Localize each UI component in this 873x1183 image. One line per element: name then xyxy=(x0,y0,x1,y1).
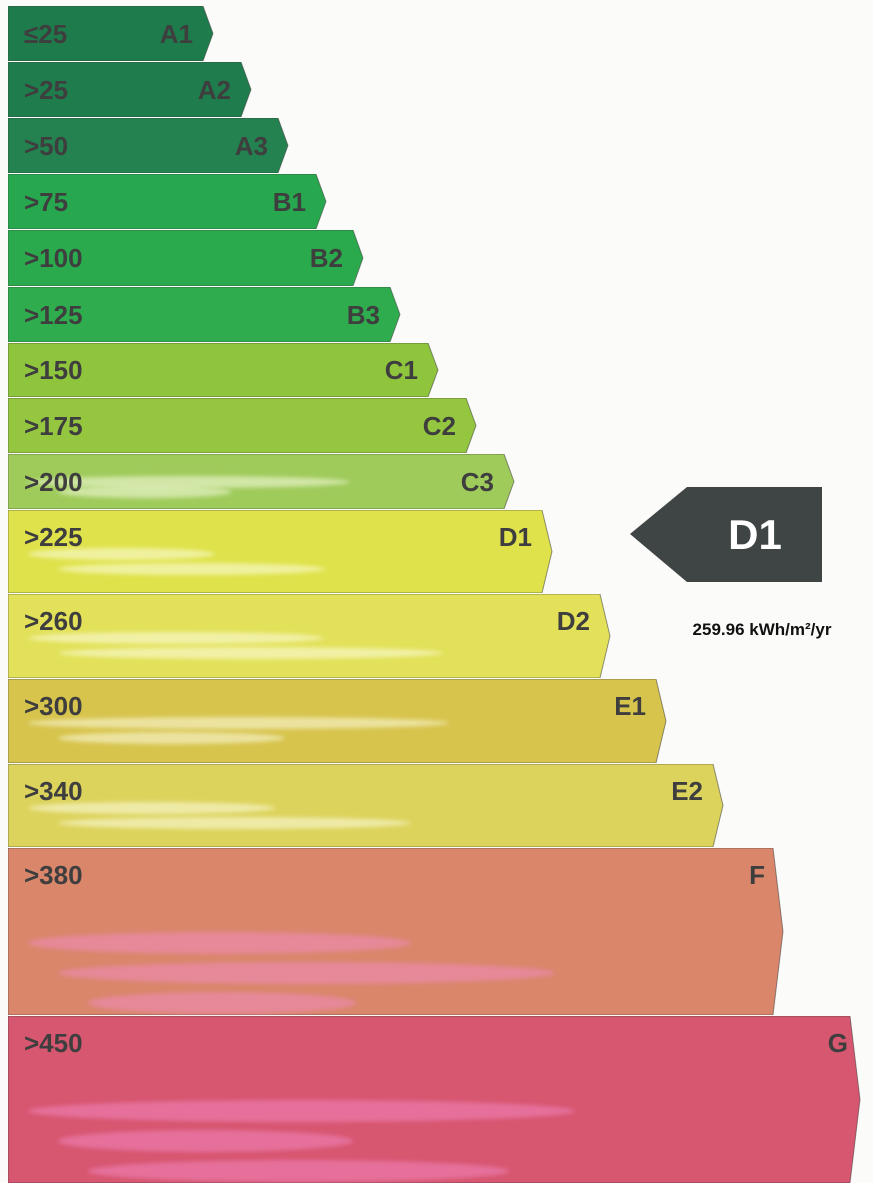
rating-band-b2: >100 B2 xyxy=(8,230,365,286)
band-class-label: B2 xyxy=(309,243,343,273)
rating-bar-a1 xyxy=(8,6,214,61)
band-class-label: E1 xyxy=(614,691,646,721)
indicator-class-label: D1 xyxy=(728,510,782,558)
band-threshold-label: >100 xyxy=(24,243,83,273)
rating-bar-c2 xyxy=(8,398,477,453)
band-class-label: A2 xyxy=(197,75,231,105)
band-threshold-label: >50 xyxy=(24,131,69,161)
rating-band-b3: >125 B3 xyxy=(8,287,402,342)
texture-streak xyxy=(28,476,350,488)
texture-streak xyxy=(28,1100,575,1122)
rating-band-c3: >200 C3 xyxy=(8,454,516,509)
rating-band-g: >450 G xyxy=(8,1016,862,1183)
band-class-label: A3 xyxy=(234,131,268,161)
texture-streak xyxy=(58,486,232,498)
band-class-label: B3 xyxy=(346,300,380,330)
band-threshold-label: >450 xyxy=(24,1028,83,1058)
texture-streak xyxy=(58,732,285,744)
band-class-label: G xyxy=(827,1028,848,1058)
rating-bar-b3 xyxy=(8,287,401,342)
band-class-label: F xyxy=(749,860,765,890)
band-class-label: C3 xyxy=(460,467,494,497)
texture-streak xyxy=(28,632,324,644)
band-threshold-label: >75 xyxy=(24,187,69,217)
texture-streak xyxy=(58,647,443,659)
texture-streak xyxy=(88,992,356,1014)
rating-band-e1: >300 E1 xyxy=(8,679,668,763)
rating-band-a3: >50 A3 xyxy=(8,118,290,173)
rating-band-b1: >75 B1 xyxy=(8,174,328,229)
texture-streak xyxy=(28,802,275,814)
rating-bar-a2 xyxy=(8,62,252,117)
band-class-label: D2 xyxy=(556,606,590,636)
rating-band-d2: >260 D2 xyxy=(8,594,612,678)
rating-band-a2: >25 A2 xyxy=(8,62,253,117)
texture-streak xyxy=(28,548,215,560)
rating-bar-b1 xyxy=(8,174,327,229)
texture-streak xyxy=(28,717,449,729)
band-threshold-label: >25 xyxy=(24,75,69,105)
band-threshold-label: >340 xyxy=(24,776,83,806)
band-threshold-label: >225 xyxy=(24,522,83,552)
texture-streak xyxy=(58,962,555,984)
band-threshold-label: ≤25 xyxy=(24,19,68,49)
rating-band-d1: >225 D1 xyxy=(8,510,554,593)
rating-bar-c1 xyxy=(8,343,439,397)
rating-band-f: >380 F xyxy=(8,848,785,1015)
band-threshold-label: >175 xyxy=(24,411,83,441)
band-class-label: E2 xyxy=(671,776,703,806)
rating-bar-f xyxy=(8,848,784,1015)
band-threshold-label: >125 xyxy=(24,300,83,330)
band-class-label: C2 xyxy=(422,411,456,441)
texture-streak xyxy=(58,817,411,829)
band-threshold-label: >300 xyxy=(24,691,83,721)
rating-band-c1: >150 C1 xyxy=(8,343,440,397)
band-class-label: C1 xyxy=(384,355,418,385)
band-threshold-label: >200 xyxy=(24,467,83,497)
texture-streak xyxy=(58,1130,353,1152)
indicator-value-label: 259.96 kWh/m²/yr xyxy=(692,620,832,639)
texture-streak xyxy=(58,563,325,575)
rating-bar-b2 xyxy=(8,230,364,286)
rating-bar-a3 xyxy=(8,118,289,173)
band-class-label: A1 xyxy=(159,19,193,49)
rating-bar-g xyxy=(8,1016,861,1183)
band-threshold-label: >260 xyxy=(24,606,83,636)
rating-band-a1: ≤25 A1 xyxy=(8,6,215,61)
rating-band-e2: >340 E2 xyxy=(8,764,725,847)
indicator-arrow-shape xyxy=(630,487,822,582)
rating-band-c2: >175 C2 xyxy=(8,398,478,453)
band-threshold-label: >380 xyxy=(24,860,83,890)
texture-streak xyxy=(88,1160,509,1182)
band-class-label: D1 xyxy=(498,522,532,552)
rating-indicator-arrow: D1 xyxy=(630,487,822,582)
band-threshold-label: >150 xyxy=(24,355,83,385)
texture-streak xyxy=(28,932,411,954)
band-class-label: B1 xyxy=(272,187,306,217)
